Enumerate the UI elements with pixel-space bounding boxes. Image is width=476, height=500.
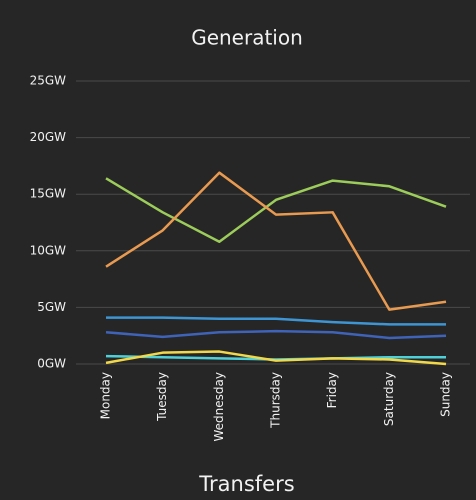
x-tick-label: Tuesday xyxy=(155,372,169,422)
y-tick-label: 10GW xyxy=(30,243,67,257)
y-tick-label: 5GW xyxy=(37,300,66,314)
y-tick-label: 15GW xyxy=(30,187,67,201)
section-title: Transfers xyxy=(198,472,294,496)
x-tick-label: Friday xyxy=(325,372,339,408)
series-line xyxy=(105,171,447,311)
x-tick-label: Monday xyxy=(99,372,113,419)
y-tick-label: 20GW xyxy=(30,130,67,144)
y-tick-label: 0GW xyxy=(37,357,66,371)
series-line xyxy=(105,350,447,366)
y-tick-label: 25GW xyxy=(30,74,67,88)
series-line xyxy=(106,316,446,326)
x-tick-label: Sunday xyxy=(439,372,453,417)
x-tick-label: Thursday xyxy=(269,372,283,429)
series-line xyxy=(105,177,447,243)
series-line xyxy=(105,329,447,340)
chart-title: Generation xyxy=(191,26,303,50)
x-tick-label: Saturday xyxy=(382,372,396,426)
x-tick-label: Wednesday xyxy=(212,372,226,441)
